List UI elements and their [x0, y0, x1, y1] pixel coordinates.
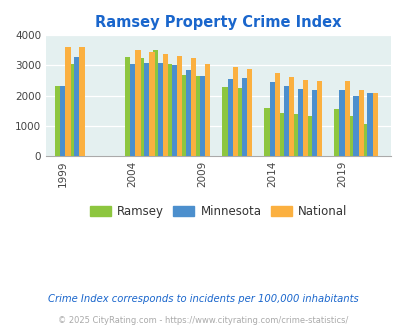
Bar	[227, 79, 232, 156]
Bar	[177, 56, 182, 156]
Bar	[305, 116, 311, 156]
Bar	[79, 47, 85, 156]
Bar	[367, 93, 372, 156]
Bar	[74, 57, 79, 156]
Bar	[353, 96, 358, 156]
Bar	[55, 86, 60, 156]
Bar	[199, 76, 205, 156]
Bar	[163, 54, 168, 156]
Bar	[288, 77, 294, 156]
Bar	[347, 116, 353, 156]
Legend: Ramsey, Minnesota, National: Ramsey, Minnesota, National	[85, 200, 351, 223]
Bar	[138, 58, 143, 156]
Bar	[372, 93, 377, 156]
Bar	[222, 86, 227, 156]
Bar	[205, 64, 210, 156]
Text: © 2025 CityRating.com - https://www.cityrating.com/crime-statistics/: © 2025 CityRating.com - https://www.city…	[58, 316, 347, 325]
Bar	[339, 90, 344, 156]
Bar	[333, 109, 339, 156]
Bar	[143, 63, 149, 156]
Bar	[236, 88, 241, 156]
Bar	[277, 113, 283, 156]
Bar	[292, 114, 297, 156]
Bar	[60, 86, 65, 156]
Bar	[302, 80, 307, 156]
Bar	[264, 108, 269, 156]
Bar	[166, 64, 171, 156]
Bar	[232, 67, 238, 156]
Bar	[149, 52, 154, 156]
Bar	[68, 64, 74, 156]
Bar	[171, 65, 177, 156]
Bar	[152, 50, 158, 156]
Bar	[191, 58, 196, 156]
Bar	[185, 70, 191, 156]
Bar	[311, 89, 316, 156]
Bar	[274, 73, 279, 156]
Bar	[124, 57, 130, 156]
Text: Crime Index corresponds to incidents per 100,000 inhabitants: Crime Index corresponds to incidents per…	[47, 294, 358, 304]
Bar	[361, 124, 367, 156]
Bar	[194, 76, 199, 156]
Bar	[241, 78, 246, 156]
Bar	[246, 69, 252, 156]
Bar	[283, 86, 288, 156]
Bar	[344, 81, 349, 156]
Title: Ramsey Property Crime Index: Ramsey Property Crime Index	[95, 15, 341, 30]
Bar	[180, 75, 185, 156]
Bar	[269, 82, 274, 156]
Bar	[135, 50, 140, 156]
Bar	[297, 89, 302, 156]
Bar	[158, 63, 163, 156]
Bar	[65, 47, 70, 156]
Bar	[358, 89, 363, 156]
Bar	[316, 81, 321, 156]
Bar	[130, 64, 135, 156]
